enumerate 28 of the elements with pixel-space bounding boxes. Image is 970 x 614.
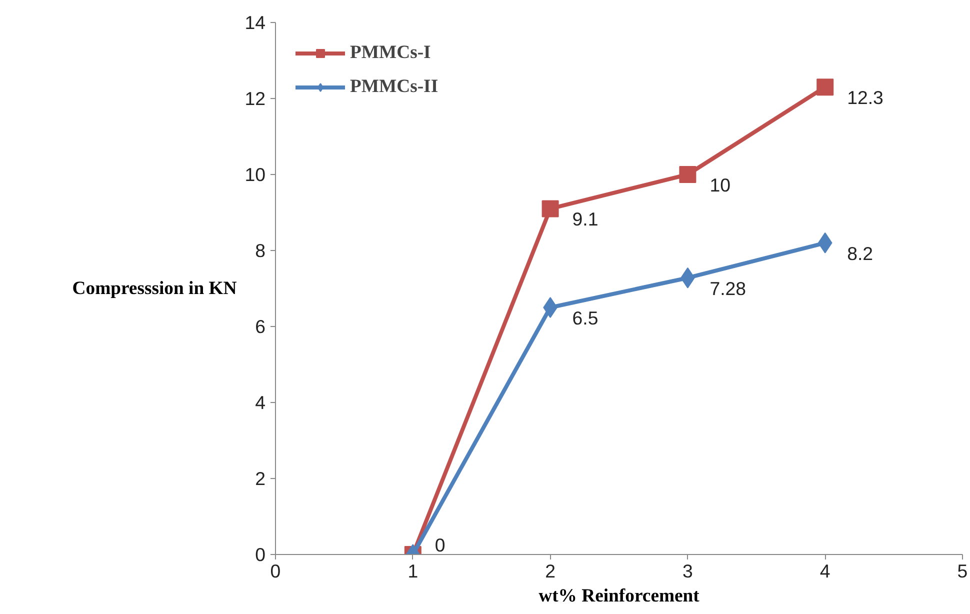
y-tick-label: 4 (255, 392, 266, 413)
point (542, 200, 559, 218)
data-label: 9.1 (572, 208, 598, 230)
data-label: 0 (434, 534, 446, 556)
data-label: 10 (710, 174, 730, 196)
data-label: 6.5 (572, 308, 598, 328)
y-tick-label: 2 (255, 468, 266, 489)
y-tick-label: 0 (255, 544, 266, 565)
y-tick-label: 10 (244, 164, 266, 185)
x-tick-label: 5 (957, 560, 968, 582)
y-tick-label: 12 (244, 88, 266, 109)
x-tick-label: 4 (820, 560, 830, 582)
y-tick-label: 14 (244, 12, 266, 33)
x-tick-label: 1 (408, 560, 418, 582)
data-label: 8.2 (847, 242, 874, 264)
point (816, 78, 834, 96)
data-label: 12.3 (847, 87, 884, 108)
legend-label: PMMCs-II (350, 76, 438, 98)
x-tick-label: 2 (545, 560, 556, 582)
x-tick-label: 3 (682, 560, 693, 582)
legend-label: PMMCs-I (350, 42, 431, 64)
y-tick-label: 8 (255, 240, 266, 261)
x-tick-label: 0 (270, 560, 281, 582)
point (679, 166, 696, 183)
data-label: 7.28 (710, 278, 746, 299)
y-tick-label: 6 (255, 316, 266, 337)
y-axis-title: Compresssion in KN (72, 278, 238, 299)
x-axis-title: wt% Reinforcement (538, 586, 700, 606)
